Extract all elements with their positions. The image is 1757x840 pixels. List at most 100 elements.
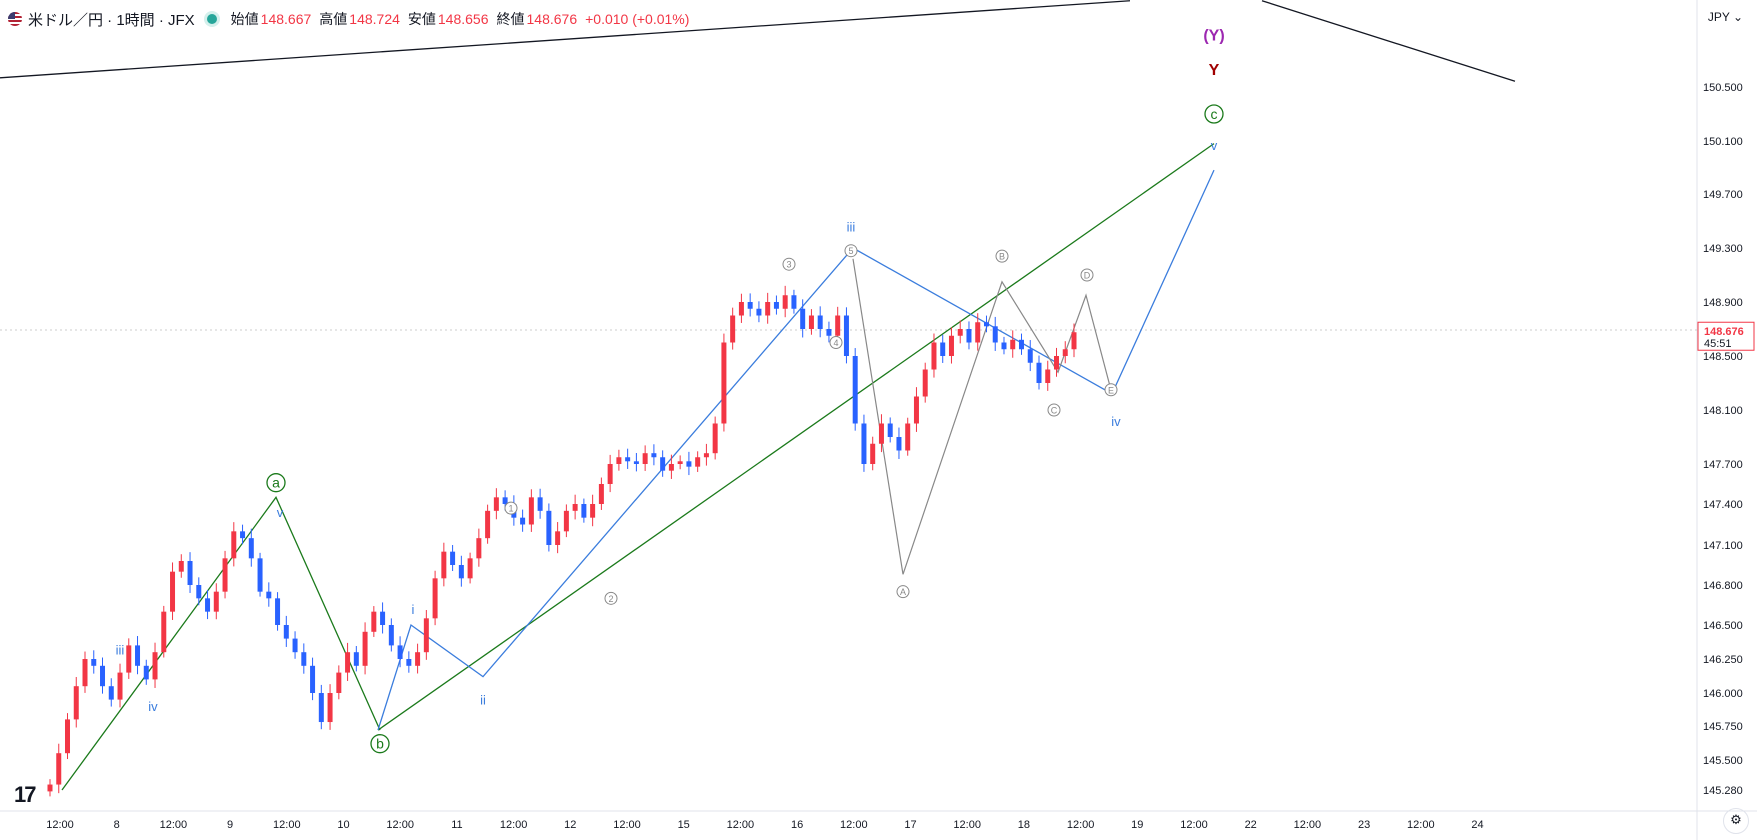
candle-body	[476, 538, 482, 559]
time-tick-label: 12:00	[613, 819, 641, 831]
candle-body	[100, 665, 106, 687]
candle-body	[817, 315, 823, 329]
wave-label-circle	[370, 734, 390, 754]
candle-body	[458, 565, 464, 579]
time-tick-label: 19	[1131, 819, 1143, 831]
candle-body	[371, 611, 377, 632]
candle-body	[222, 558, 228, 592]
candle-body	[957, 329, 963, 336]
candle-body	[878, 423, 884, 444]
candle-body	[940, 342, 946, 356]
candle-body	[800, 308, 806, 329]
trendline-gray-abcde	[852, 258, 1113, 575]
candle-body	[1001, 342, 1007, 350]
candle-body	[686, 461, 692, 467]
candle-body	[1062, 349, 1068, 356]
candle-body	[56, 753, 62, 785]
candle-body	[590, 504, 596, 518]
wave-label-circle	[896, 585, 910, 599]
wave-label: B	[999, 252, 1005, 262]
candle-body	[1010, 339, 1016, 350]
time-tick-label: 12:00	[840, 819, 868, 831]
candle-body	[1027, 349, 1033, 363]
currency-selector[interactable]: JPY ⌄	[1707, 10, 1743, 24]
candle-body	[117, 672, 123, 700]
open-label: 始値	[230, 11, 259, 27]
time-tick-label: 12:00	[386, 819, 414, 831]
candle-body	[1045, 369, 1051, 383]
trendline-green-channel	[377, 143, 1215, 731]
wave-label: i	[412, 602, 415, 617]
candle-body	[598, 484, 604, 504]
candle-body	[677, 461, 683, 464]
wave-label-circle	[504, 501, 518, 515]
candle-body	[336, 672, 342, 693]
candle-body	[257, 558, 263, 592]
time-tick-label: 12:00	[273, 819, 301, 831]
time-tick-label: 16	[791, 819, 803, 831]
candle-body	[205, 598, 211, 612]
candle-body	[773, 302, 779, 309]
candle-body	[301, 652, 307, 666]
time-tick-label: 9	[227, 819, 233, 831]
wave-label-circle	[604, 591, 618, 605]
time-tick-label: 11	[451, 819, 462, 831]
wave-label: 1	[508, 504, 513, 514]
candle-body	[616, 457, 622, 464]
wave-label: iii	[847, 219, 856, 234]
candle-body	[913, 396, 919, 424]
trendline-blue-impulse	[377, 169, 1215, 731]
wave-label: iv	[1111, 414, 1121, 429]
candle-body	[450, 551, 456, 565]
price-tick-label: 145.500	[1703, 755, 1743, 767]
candle-body	[896, 437, 902, 451]
candle-body	[572, 504, 578, 511]
wave-label-circle	[782, 257, 796, 271]
candle-body	[1036, 362, 1042, 383]
wave-label: iv	[148, 699, 158, 714]
candle-body	[231, 531, 237, 559]
open-value: 148.667	[260, 11, 312, 27]
candle-body	[852, 356, 858, 424]
tradingview-logo[interactable]: 17	[14, 782, 37, 807]
candle-body	[502, 497, 508, 504]
candle-body	[791, 295, 797, 309]
us-flag-icon	[8, 12, 22, 26]
time-tick-label: 12:00	[160, 819, 188, 831]
candle-body	[747, 302, 753, 309]
market-status-icon	[206, 14, 217, 24]
candle-body	[380, 611, 386, 625]
candle-body	[248, 538, 254, 559]
candle-body	[415, 652, 421, 666]
symbol-title[interactable]: 米ドル／円 · 1時間 · JFX	[28, 11, 195, 29]
candle-body	[397, 645, 403, 659]
candle-body	[406, 659, 412, 666]
candle-body	[581, 504, 587, 518]
candle-body	[91, 659, 97, 666]
price-tick-label: 150.100	[1703, 136, 1743, 148]
current-price-label: 148.676	[1704, 326, 1744, 338]
candle-body	[563, 510, 569, 532]
price-tick-label: 147.700	[1703, 459, 1743, 471]
high-value: 148.724	[349, 11, 400, 27]
candle-body	[975, 322, 981, 343]
candle-body	[187, 561, 193, 585]
time-tick-label: 12	[564, 819, 576, 831]
time-tick-label: 8	[114, 819, 120, 831]
candle-body	[695, 457, 701, 467]
price-tick-label: 149.700	[1703, 189, 1743, 201]
wave-label-circle	[1047, 403, 1061, 417]
time-tick-label: 12:00	[1180, 819, 1208, 831]
candle-body	[721, 342, 727, 424]
candle-body	[660, 457, 666, 471]
candle-body	[213, 591, 219, 612]
wave-label: C	[1051, 406, 1058, 416]
settings-icon[interactable]: ⚙	[1723, 808, 1749, 834]
wave-label: a	[272, 475, 280, 491]
candle-body	[555, 531, 561, 545]
wave-label: b	[376, 736, 384, 752]
current-price-tag	[1697, 321, 1755, 351]
price-tick-label: 147.400	[1703, 499, 1743, 511]
candle-body	[922, 369, 928, 397]
